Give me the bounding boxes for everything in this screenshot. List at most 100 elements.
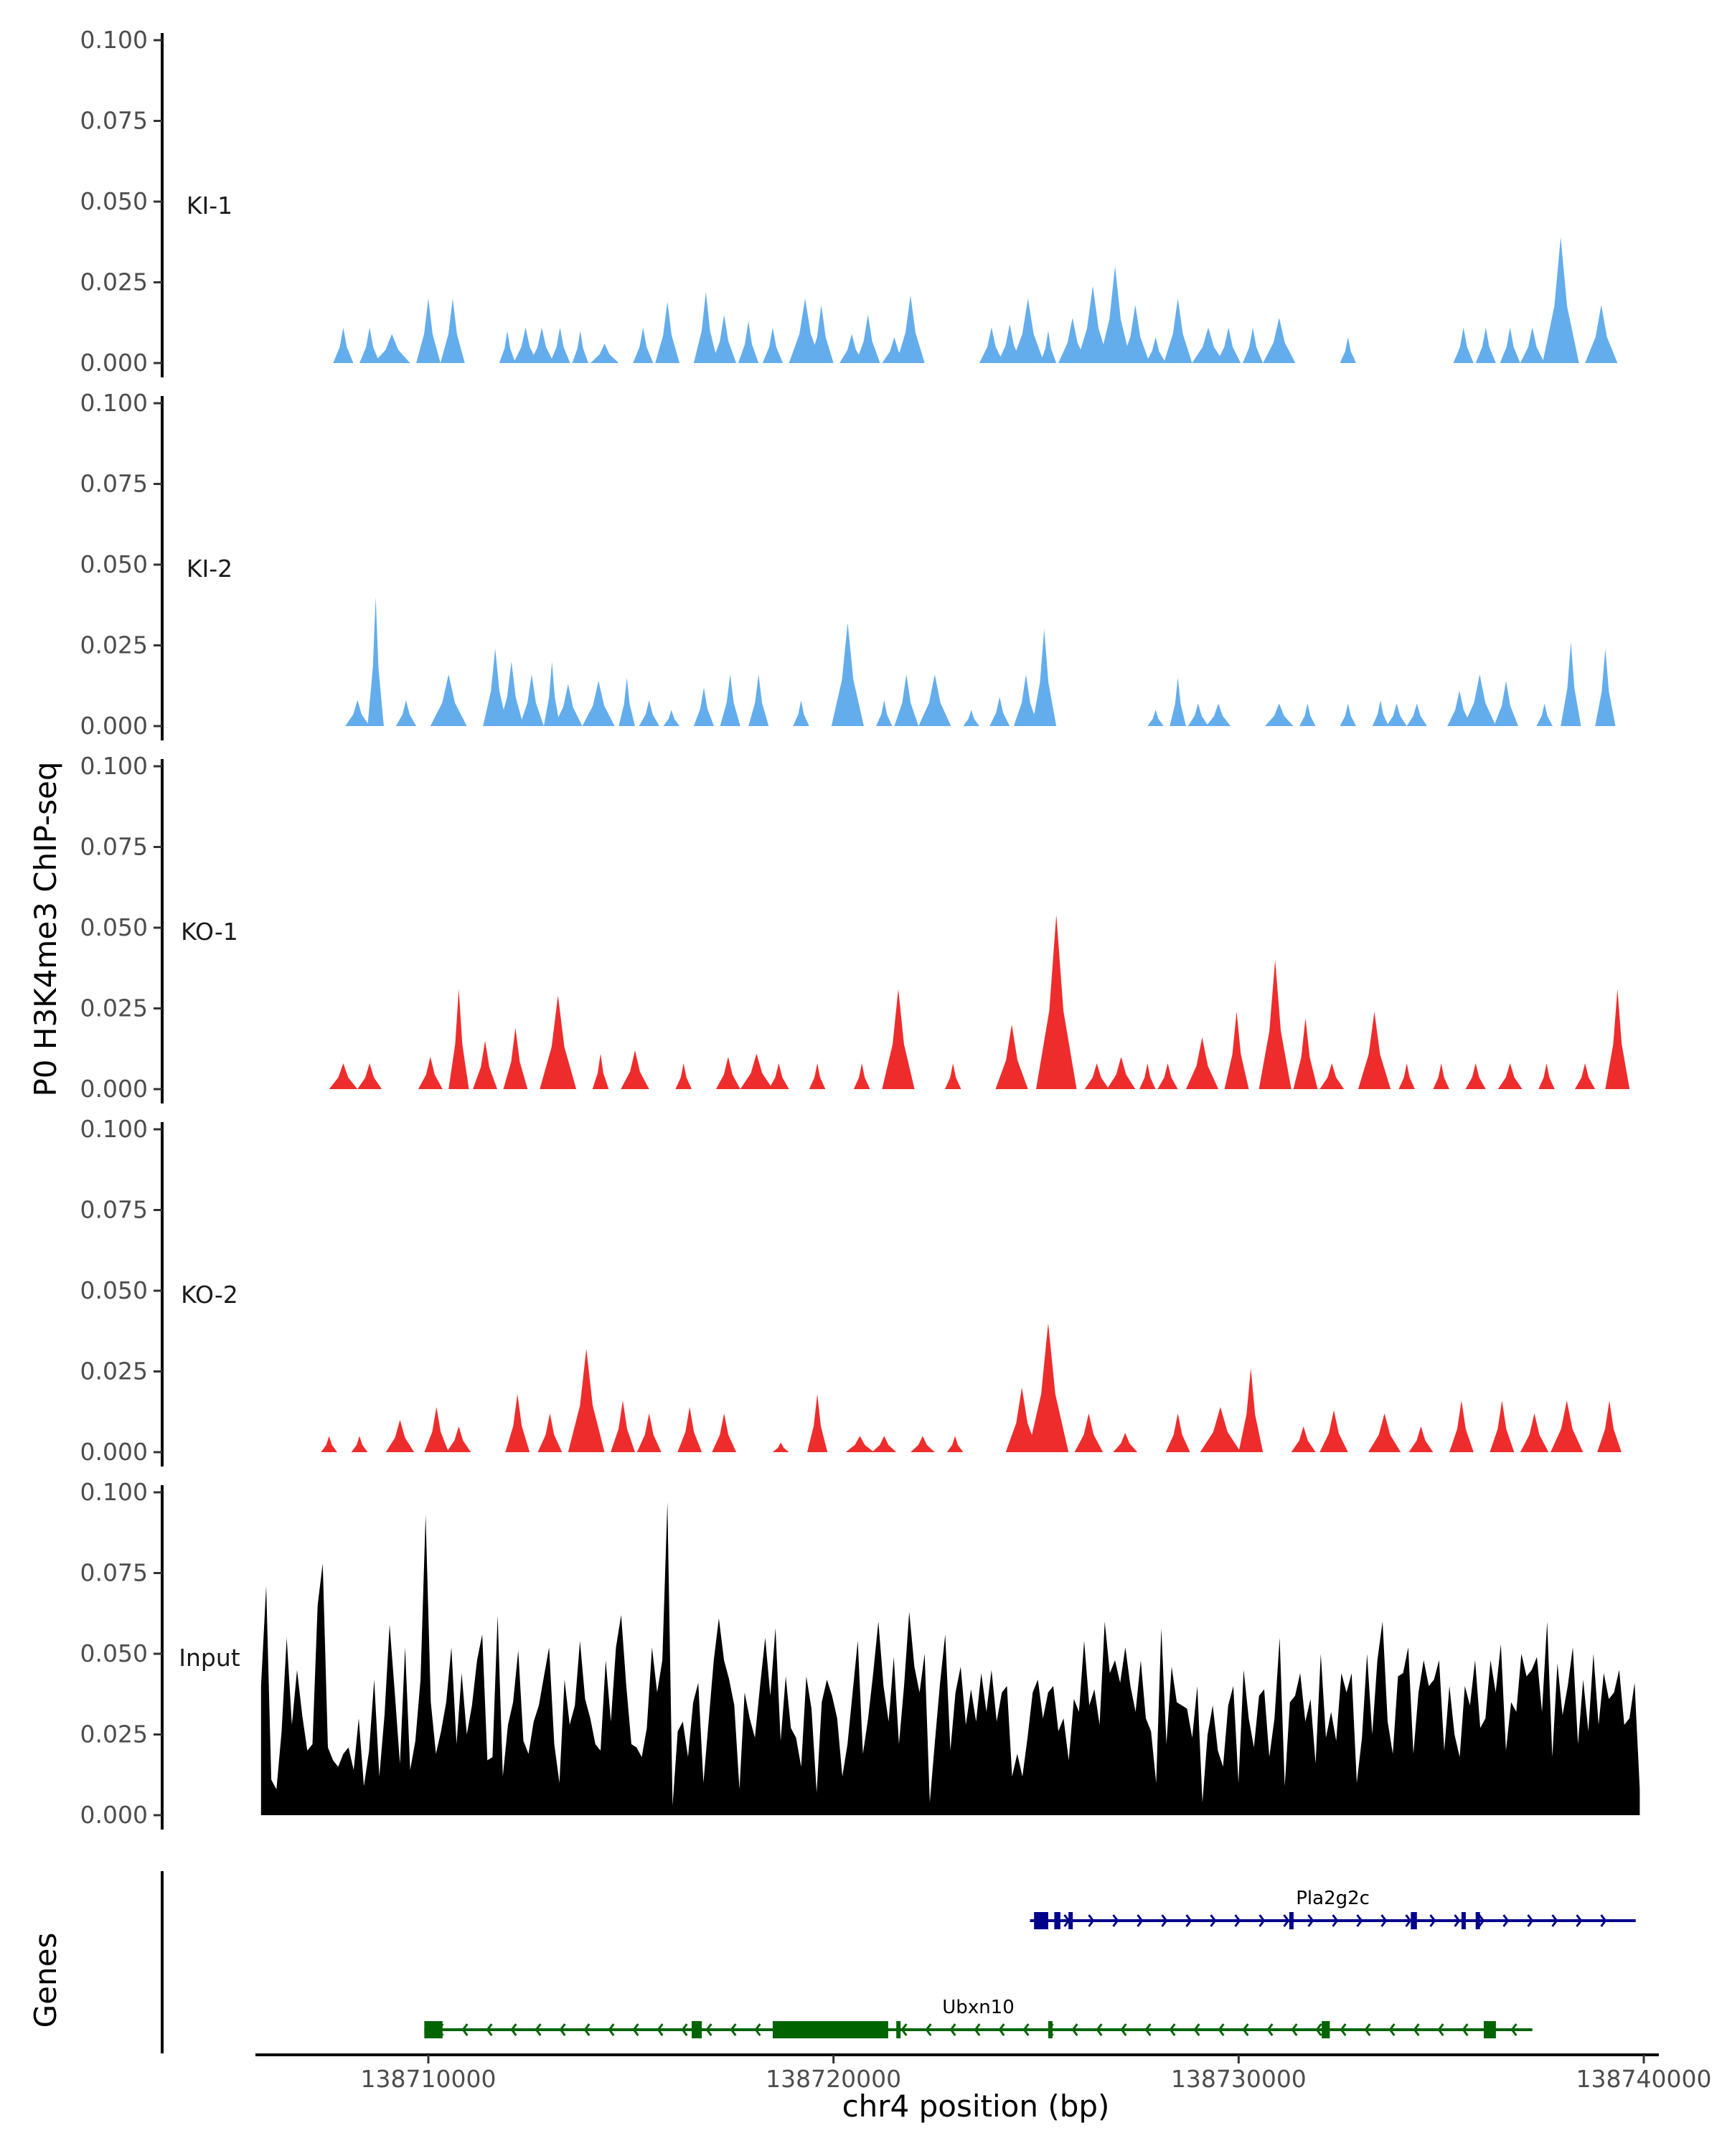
signal-peak bbox=[677, 1407, 702, 1452]
signal-peak bbox=[499, 662, 524, 726]
gene-exon bbox=[1475, 1912, 1480, 1929]
signal-peak bbox=[872, 1436, 897, 1452]
strand-arrow bbox=[1551, 1914, 1558, 1927]
y-tick-label: 0.000 bbox=[80, 349, 148, 377]
strand-arrow bbox=[632, 2023, 639, 2036]
x-tick-label: 138710000 bbox=[361, 2065, 497, 2093]
signal-peak bbox=[1187, 703, 1208, 726]
signal-peak bbox=[853, 1063, 870, 1089]
gene-exon bbox=[1054, 1912, 1060, 1929]
signal-peak bbox=[519, 674, 544, 726]
strand-arrow bbox=[1185, 1914, 1192, 1927]
signal-peak bbox=[1113, 1433, 1138, 1452]
signal-peak bbox=[809, 305, 834, 363]
signal-peak bbox=[1106, 1057, 1136, 1089]
y-tick-label: 0.050 bbox=[80, 1639, 148, 1667]
signal-peak bbox=[768, 1063, 789, 1089]
signal-peak bbox=[1263, 318, 1296, 363]
signal-peak bbox=[618, 677, 635, 726]
strand-arrow bbox=[949, 2023, 956, 2036]
gene-exon bbox=[1483, 2021, 1496, 2038]
strand-arrow bbox=[681, 2023, 688, 2036]
signal-peak bbox=[424, 1407, 449, 1452]
signal-peak bbox=[395, 700, 417, 726]
y-tick-label: 0.075 bbox=[80, 1559, 148, 1587]
strand-arrow bbox=[1364, 2023, 1371, 2036]
signal-peak bbox=[1243, 327, 1264, 363]
strand-arrow bbox=[1429, 1914, 1436, 1927]
strand-arrow bbox=[1234, 1914, 1241, 1927]
strand-arrow bbox=[1315, 2023, 1322, 2036]
signal-peak bbox=[855, 314, 880, 363]
signal-peak bbox=[385, 1420, 415, 1452]
signal-peak bbox=[793, 700, 809, 726]
signal-peak bbox=[1036, 915, 1077, 1089]
signal-peak bbox=[367, 597, 384, 726]
y-tick-label: 0.025 bbox=[80, 631, 148, 659]
strand-arrow bbox=[1380, 1914, 1388, 1927]
signal-peak bbox=[1147, 710, 1164, 726]
signal-tracks: 0.000 0.025 0.050 0.075 0.100 KI-1 0.000 0.025 0… bbox=[80, 26, 1640, 1830]
gene-label: Pla2g2c bbox=[1296, 1888, 1370, 1909]
gene-panel: Pla2g2c Ubxn10 bbox=[161, 1871, 1636, 2053]
signal-peak bbox=[712, 314, 737, 363]
signal-peak bbox=[1398, 1063, 1415, 1089]
signal-peak bbox=[621, 1050, 649, 1089]
track-input: 0.000 0.025 0.050 0.075 0.100 Input bbox=[80, 1478, 1640, 1830]
strand-arrow bbox=[1478, 1914, 1485, 1927]
signal-peak bbox=[1538, 1063, 1555, 1089]
signal-peak bbox=[633, 327, 654, 363]
strand-arrow bbox=[1258, 1914, 1266, 1927]
signal-peak bbox=[1520, 1413, 1549, 1452]
signal-peak bbox=[809, 1063, 826, 1089]
signal-peak bbox=[762, 327, 784, 363]
signal-peak bbox=[1520, 327, 1545, 363]
gene-pla2g2c: Pla2g2c bbox=[1030, 1888, 1636, 1929]
strand-arrow bbox=[1340, 2023, 1347, 2036]
y-tick-label: 0.100 bbox=[80, 389, 148, 417]
track-label: KI-1 bbox=[187, 192, 232, 220]
signal-peak bbox=[773, 1442, 789, 1452]
y-tick-label: 0.100 bbox=[80, 26, 148, 54]
signal-peak bbox=[1605, 989, 1630, 1089]
signal-peak bbox=[979, 327, 1004, 363]
signal-peak bbox=[611, 1401, 635, 1452]
signal-peak bbox=[503, 1027, 528, 1089]
signal-peak bbox=[440, 298, 465, 363]
x-tick-label: 138720000 bbox=[766, 2065, 901, 2093]
y-tick-label: 0.000 bbox=[80, 1075, 148, 1103]
signal-peak bbox=[655, 301, 680, 363]
signal-peak bbox=[333, 327, 354, 363]
signal-peak bbox=[590, 344, 619, 363]
strand-arrow bbox=[461, 2023, 469, 2036]
signal-peak bbox=[748, 674, 769, 726]
signal-peak bbox=[1074, 1413, 1104, 1452]
signal-peak bbox=[675, 1063, 692, 1089]
signal-peak bbox=[896, 295, 925, 363]
signal-peak bbox=[1157, 1063, 1178, 1089]
y-tick-label: 0.000 bbox=[80, 1438, 148, 1466]
y-tick-label: 0.100 bbox=[80, 752, 148, 780]
signal-peak bbox=[1368, 1413, 1401, 1452]
signal-peak bbox=[1216, 327, 1241, 363]
y-tick-label: 0.050 bbox=[80, 1276, 148, 1304]
signal-peak bbox=[1358, 1012, 1391, 1089]
signal-peak bbox=[839, 334, 864, 363]
signal-peak bbox=[357, 1063, 382, 1089]
signal-peak bbox=[1542, 237, 1579, 363]
track-label: KO-1 bbox=[181, 918, 238, 946]
y-axis-title: P0 H3K4me3 ChIP-seq bbox=[28, 761, 63, 1096]
signal-peak bbox=[715, 1057, 740, 1089]
signal-peak bbox=[693, 292, 718, 363]
gene-exon bbox=[1461, 1912, 1466, 1929]
signal-peak bbox=[1027, 1323, 1069, 1452]
signal-peak bbox=[1319, 1063, 1345, 1089]
signal-peak bbox=[1163, 298, 1192, 363]
signal-peak bbox=[1012, 298, 1045, 363]
strand-arrow bbox=[486, 2023, 493, 2036]
signal-peak bbox=[1340, 703, 1357, 726]
strand-arrow bbox=[1242, 2023, 1249, 2036]
y-tick-label: 0.025 bbox=[80, 268, 148, 296]
signal-peak bbox=[1170, 677, 1186, 726]
genes-axis-title: Genes bbox=[28, 1933, 63, 2028]
